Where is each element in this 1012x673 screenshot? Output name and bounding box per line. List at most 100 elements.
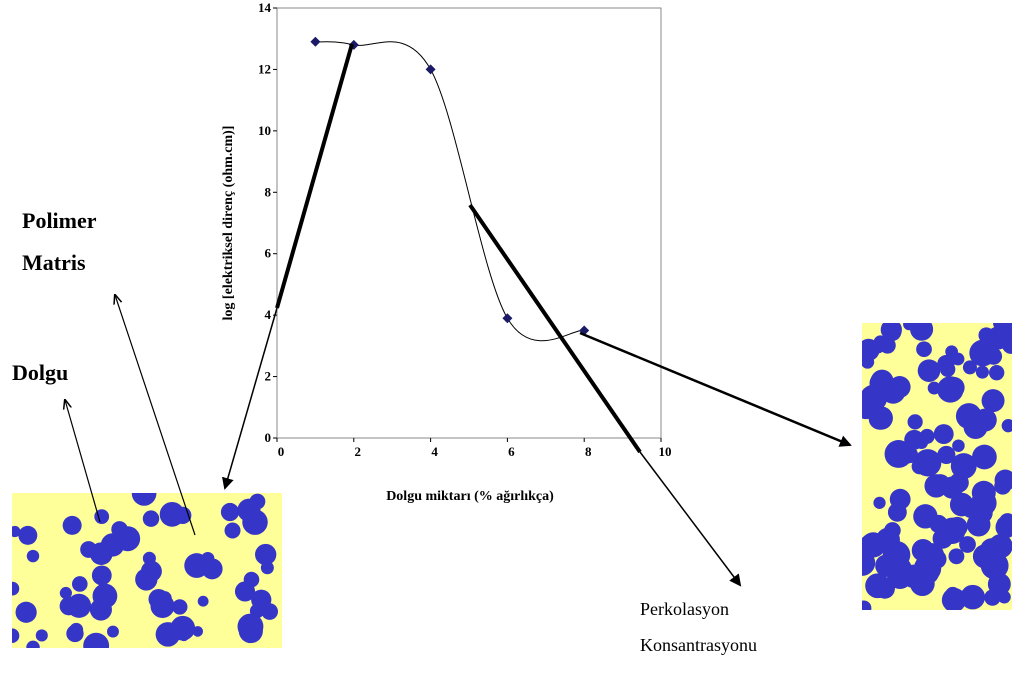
x-tick-label: 8 bbox=[585, 444, 592, 459]
annotation-line: Dolgu bbox=[12, 360, 68, 385]
filler-particle bbox=[862, 384, 888, 412]
x-tick-label: 10 bbox=[659, 444, 672, 459]
filler-particle bbox=[12, 628, 20, 644]
filler-particle bbox=[889, 488, 911, 510]
filler-particle bbox=[888, 376, 911, 398]
filler-particle bbox=[15, 601, 37, 623]
annotation-line: Polimer bbox=[22, 208, 97, 233]
filler-particle bbox=[237, 613, 264, 640]
filler-particle bbox=[71, 576, 88, 592]
filler-particle bbox=[862, 600, 872, 610]
filler-particle bbox=[907, 414, 923, 430]
y-tick-label: 10 bbox=[258, 123, 271, 138]
filler-particle bbox=[994, 477, 1012, 495]
filler-particle bbox=[875, 527, 900, 552]
filler-particle bbox=[12, 581, 20, 596]
y-tick-label: 2 bbox=[265, 369, 272, 384]
y-tick-label: 12 bbox=[258, 61, 271, 76]
data-point bbox=[310, 36, 321, 47]
filler-particle bbox=[916, 341, 932, 358]
filler-particle bbox=[243, 571, 260, 588]
filler-particle bbox=[862, 549, 876, 576]
series-line bbox=[315, 41, 585, 342]
filler-particle bbox=[255, 543, 277, 566]
filler-particle bbox=[107, 625, 119, 638]
y-tick-label: 0 bbox=[265, 430, 272, 445]
filler-particle bbox=[955, 403, 982, 429]
filler-particle bbox=[172, 599, 188, 615]
filler-particle bbox=[91, 565, 112, 586]
filler-particle bbox=[89, 542, 113, 566]
y-tick-label: 14 bbox=[258, 0, 272, 15]
x-tick-label: 4 bbox=[431, 444, 438, 459]
filler-particle bbox=[946, 516, 968, 538]
data-point bbox=[502, 313, 513, 324]
annotation-line: Konsantrasyonu bbox=[640, 635, 757, 655]
filler-particle bbox=[26, 640, 40, 648]
filler-particle bbox=[62, 515, 82, 535]
filler-particle bbox=[261, 603, 279, 620]
filler-particle bbox=[981, 389, 1005, 413]
filler-particle bbox=[917, 359, 941, 382]
filler-particle bbox=[960, 584, 986, 610]
x-tick-label: 0 bbox=[278, 444, 285, 459]
filler-particle bbox=[873, 335, 887, 349]
filler-particle bbox=[69, 622, 84, 637]
filler-particle bbox=[941, 587, 967, 610]
filler-particle bbox=[159, 501, 185, 527]
filler-particle bbox=[966, 512, 991, 537]
filler-particle bbox=[242, 509, 268, 535]
filler-particle bbox=[950, 453, 977, 479]
filler-particle bbox=[919, 428, 935, 444]
filler-particle bbox=[868, 407, 891, 430]
filler-particle bbox=[975, 365, 989, 379]
filler-particle bbox=[83, 632, 110, 648]
y-axis-label: log [elektriksel direnç (ohm.cm)] bbox=[221, 126, 236, 321]
filler-particle bbox=[932, 528, 953, 549]
filler-particle bbox=[66, 593, 92, 618]
filler-particle bbox=[939, 361, 956, 378]
filler-particle bbox=[988, 364, 1005, 381]
filler-particle bbox=[911, 458, 928, 475]
filler-particle bbox=[904, 429, 925, 450]
filler-particle bbox=[199, 564, 211, 576]
filler-particle bbox=[59, 586, 72, 600]
filler-particle bbox=[111, 521, 128, 538]
filler-particle bbox=[933, 424, 954, 445]
filler-particle bbox=[978, 327, 995, 344]
y-tick-label: 6 bbox=[265, 246, 272, 261]
filler-particle bbox=[959, 536, 976, 553]
filler-particle bbox=[952, 439, 965, 452]
filler-particle bbox=[901, 446, 919, 464]
filler-particle bbox=[224, 522, 241, 539]
filler-particle bbox=[26, 549, 40, 563]
filler-particle bbox=[197, 595, 209, 607]
filler-particle bbox=[1001, 419, 1012, 433]
filler-particle bbox=[910, 323, 934, 341]
filler-particle bbox=[927, 381, 941, 395]
filler-particle bbox=[970, 490, 997, 516]
filler-particle bbox=[943, 376, 965, 399]
arrows bbox=[65, 43, 852, 587]
y-tick-label: 8 bbox=[265, 184, 272, 199]
filler-particle bbox=[135, 568, 158, 591]
data-point bbox=[425, 64, 436, 75]
annotation: Perkolasyon Konsantrasyonu bbox=[640, 599, 757, 655]
annotation-line: Matris bbox=[22, 250, 86, 275]
filler-particle bbox=[880, 323, 902, 341]
filler-particle bbox=[940, 476, 964, 499]
filler-particle bbox=[35, 629, 48, 642]
filler-particle bbox=[170, 615, 196, 641]
plot-frame bbox=[276, 7, 662, 439]
filler-particle bbox=[999, 513, 1012, 530]
filler-particle bbox=[920, 543, 945, 567]
annotation: Dolgu bbox=[12, 360, 68, 385]
filler-particle bbox=[12, 525, 21, 538]
filler-particle bbox=[951, 352, 965, 366]
filler-particle bbox=[984, 589, 1001, 606]
filler-particle bbox=[18, 525, 38, 545]
filler-particle bbox=[865, 573, 891, 599]
annotation: Polimer Matris bbox=[22, 208, 97, 275]
x-tick-label: 2 bbox=[355, 444, 362, 459]
